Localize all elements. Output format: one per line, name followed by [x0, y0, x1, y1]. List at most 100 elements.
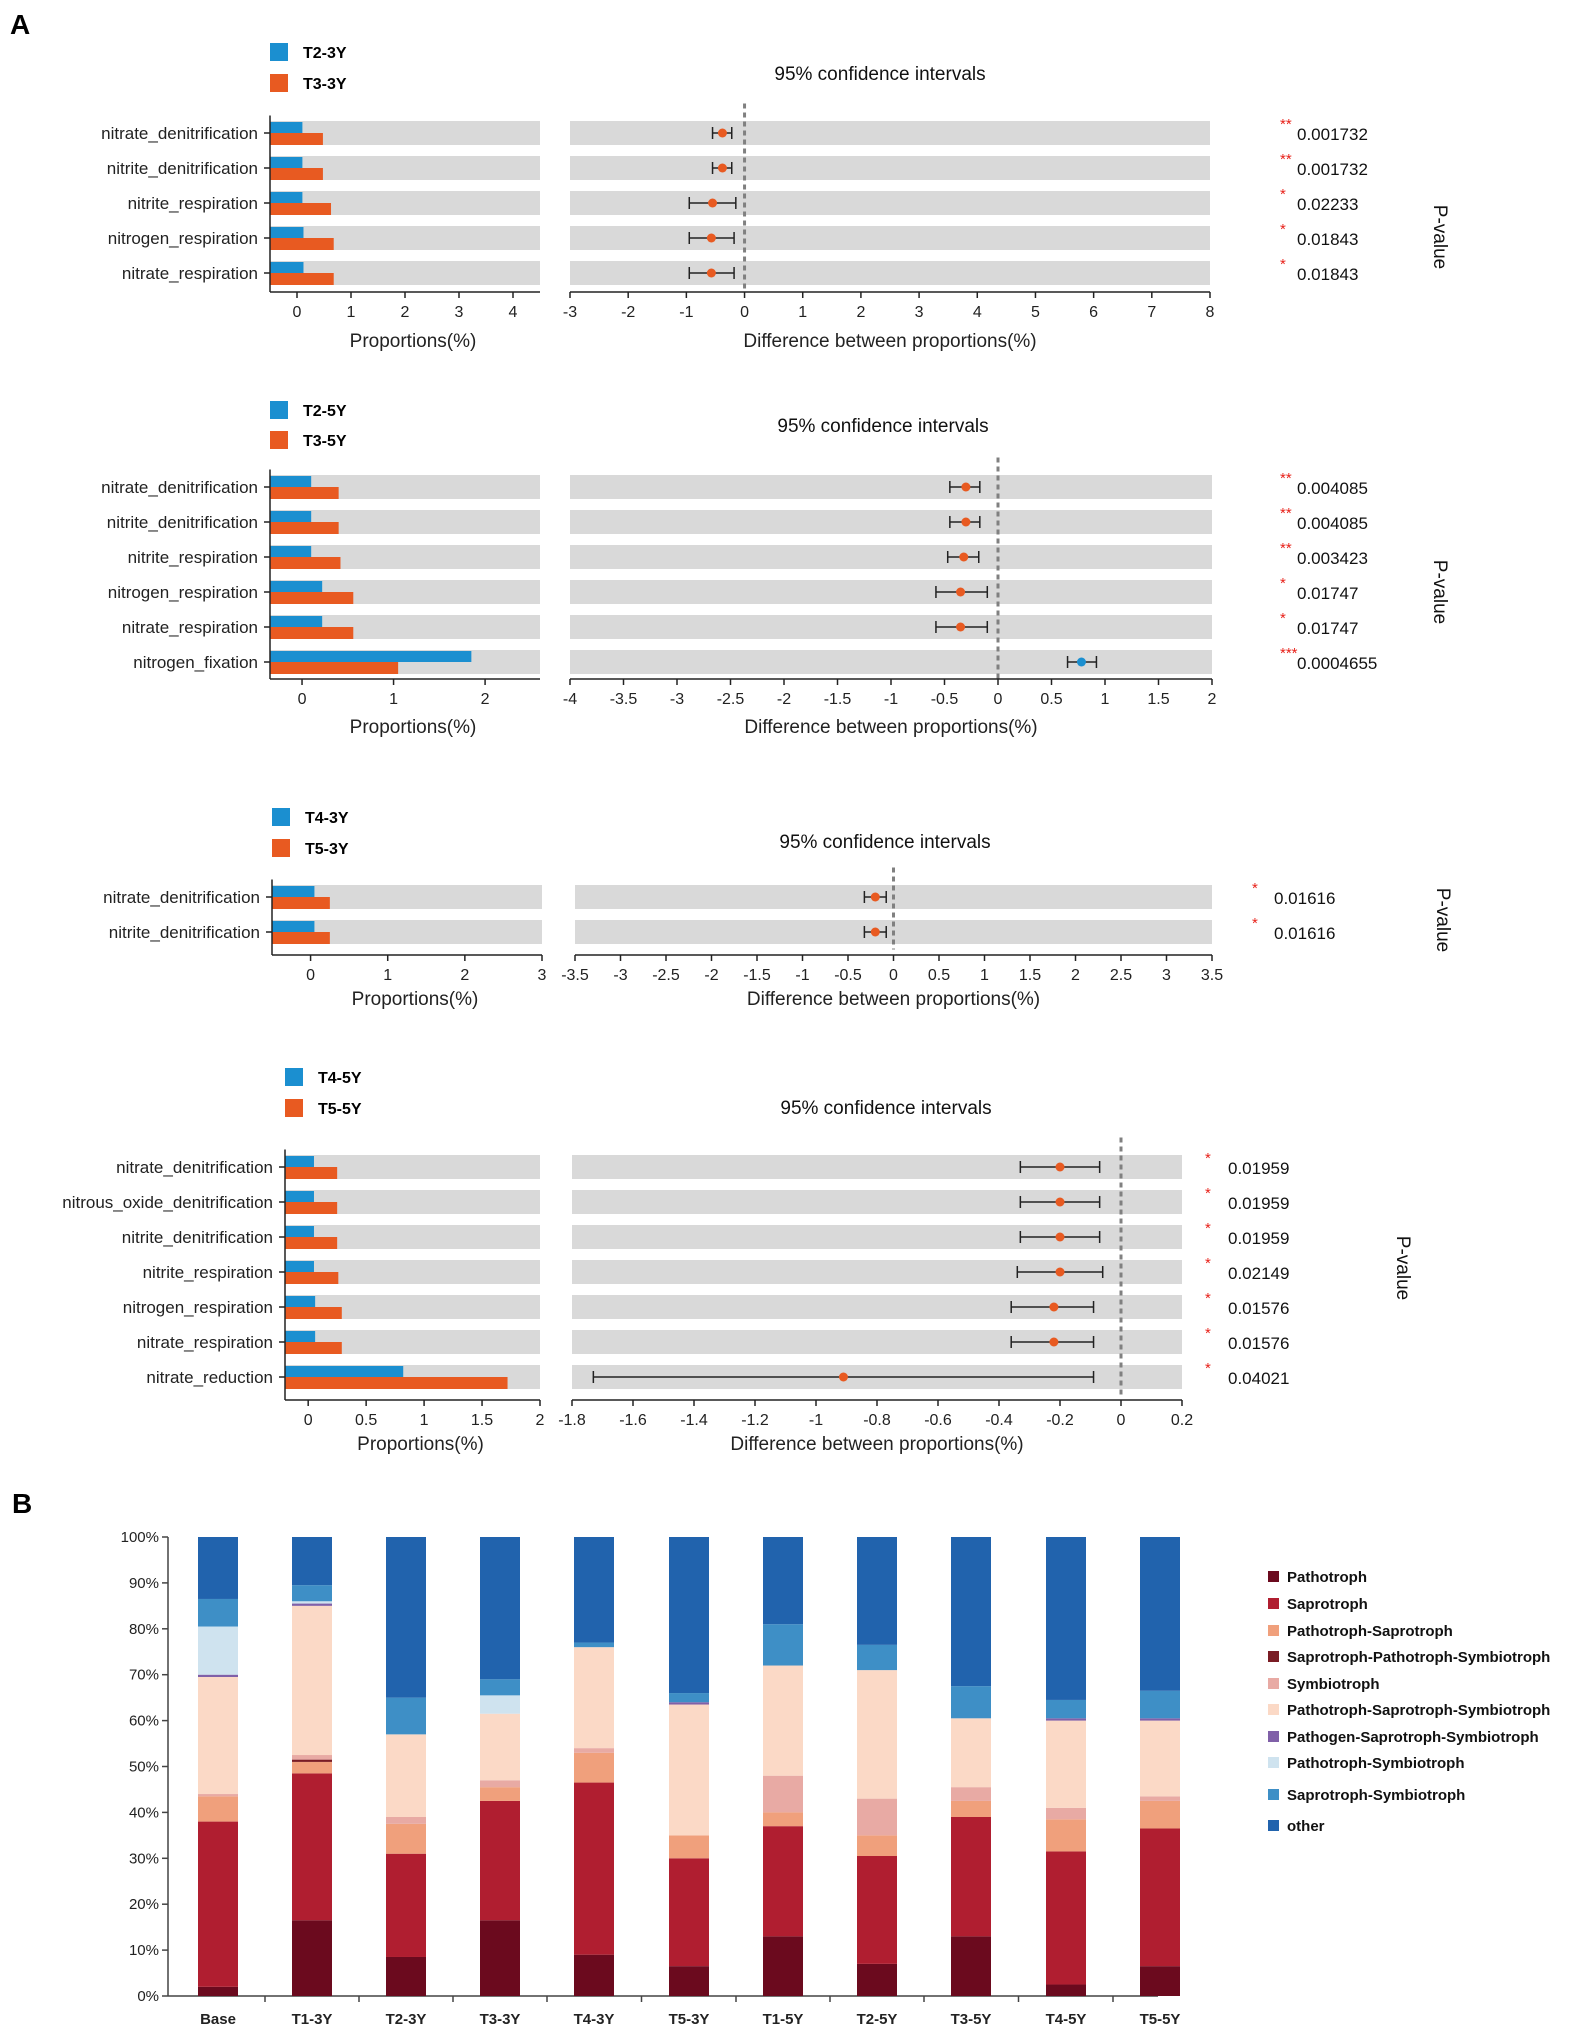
right-x-tick-label: -1.6 [619, 1412, 647, 1429]
stack-segment-pathotroph-saprotroph [198, 1796, 238, 1822]
stack-segment-pathotroph-saprotroph-symbiotroph [857, 1670, 897, 1799]
left-x-tick-label: 1 [420, 1412, 429, 1429]
difference-point [1055, 1232, 1065, 1242]
stack-segment-pathotroph-saprotroph [480, 1787, 520, 1801]
stack-legend-swatch [1268, 1678, 1279, 1689]
bar-group1 [285, 1226, 314, 1237]
stack-segment-pathotroph-saprotroph-symbiotroph [669, 1704, 709, 1836]
stack-y-tick-label: 100% [121, 1529, 159, 1546]
bar-group1 [285, 1331, 316, 1342]
stack-segment-pathotroph-saprotroph-symbiotroph [1046, 1720, 1086, 1808]
stack-segment-saprotroph-symbiotroph [1046, 1699, 1086, 1719]
significance-stars: * [1205, 1255, 1211, 1272]
stack-segment-pathotroph-saprotroph-symbiotroph [574, 1647, 614, 1749]
stack-segment-saprotroph-symbiotroph [480, 1679, 520, 1696]
stack-segment-pathotroph-saprotroph-symbiotroph [386, 1734, 426, 1817]
p-value: 0.004085 [1297, 479, 1368, 498]
stack-segment-pathotroph-saprotroph [386, 1823, 426, 1854]
difference-point [956, 587, 966, 597]
left-x-tick-label: 1 [383, 967, 392, 984]
stack-segment-pathotroph-saprotroph-symbiotroph [1140, 1720, 1180, 1797]
category-label: nitrogen_fixation [133, 653, 258, 672]
bar-group2 [285, 1237, 338, 1249]
stack-segment-symbiotroph [951, 1787, 991, 1801]
right-x-tick-label: -1.4 [680, 1412, 708, 1429]
right-x-tick-label: 0.2 [1171, 1412, 1193, 1429]
bar-group2 [270, 238, 334, 250]
significance-stars: * [1205, 1290, 1211, 1307]
significance-stars: ** [1280, 540, 1292, 557]
stack-segment-pathotroph [1140, 1966, 1180, 1996]
p-value: 0.003423 [1297, 549, 1368, 568]
bar-group1 [285, 1261, 314, 1272]
right-x-tick-label: 1 [980, 967, 989, 984]
stack-segment-other [857, 1537, 897, 1645]
legend-label: T5-5Y [318, 1101, 362, 1118]
p-value-axis-title: P-value [1392, 1236, 1413, 1300]
category-label: nitrate_denitrification [103, 888, 260, 907]
bar-group2 [270, 592, 354, 604]
difference-point [717, 128, 727, 138]
bar-group2 [270, 557, 341, 569]
right-x-tick-label: 0 [994, 691, 1003, 708]
stack-segment-pathotroph-saprotroph-symbiotroph [198, 1676, 238, 1795]
stack-legend-label: Pathotroph-Saprotroph [1287, 1623, 1453, 1640]
left-x-tick-label: 3 [455, 304, 464, 321]
left-x-axis-title: Proportions(%) [350, 331, 477, 352]
bar-group1 [270, 581, 323, 592]
legend-swatch-orange [270, 74, 288, 92]
bar-group2 [270, 273, 334, 285]
right-x-tick-label: -0.5 [834, 967, 862, 984]
stack-segment-saprotroph [1140, 1828, 1180, 1967]
stack-segment-saprotroph-symbiotroph [574, 1642, 614, 1648]
left-x-axis-title: Proportions(%) [357, 1434, 484, 1455]
category-label: nitrate_denitrification [101, 478, 258, 497]
stack-legend-swatch [1268, 1651, 1279, 1662]
stack-segment-saprotroph-symbiotroph [1140, 1690, 1180, 1719]
difference-point [1055, 1162, 1065, 1172]
stack-legend-swatch [1268, 1704, 1279, 1715]
left-x-tick-label: 2 [460, 967, 469, 984]
category-label: nitrite_denitrification [107, 159, 258, 178]
right-x-tick-label: 3 [1162, 967, 1171, 984]
legend-swatch-blue [270, 401, 288, 419]
stack-segment-pathogen-saprotroph-symbiotroph [292, 1603, 332, 1606]
right-x-tick-label: -3 [563, 304, 577, 321]
row-bg-right [570, 261, 1210, 285]
left-x-tick-label: 0 [293, 304, 302, 321]
left-x-tick-label: 1.5 [471, 1412, 493, 1429]
right-x-tick-label: 3.5 [1201, 967, 1223, 984]
stack-legend-label: Pathogen-Saprotroph-Symbiotroph [1287, 1729, 1539, 1746]
significance-stars: * [1205, 1360, 1211, 1377]
right-x-tick-label: 0 [1117, 1412, 1126, 1429]
right-x-tick-label: 6 [1089, 304, 1098, 321]
left-x-tick-label: 0 [304, 1412, 313, 1429]
p-value: 0.01576 [1228, 1299, 1289, 1318]
row-bg-right [570, 580, 1212, 604]
left-x-axis-title: Proportions(%) [352, 989, 479, 1010]
legend-swatch-orange [285, 1099, 303, 1117]
category-label: nitrite_respiration [143, 1263, 273, 1282]
significance-stars: * [1205, 1220, 1211, 1237]
stack-segment-symbiotroph [480, 1780, 520, 1788]
row-bg-right [570, 191, 1210, 215]
stack-segment-saprotroph [763, 1826, 803, 1937]
significance-stars: *** [1280, 645, 1298, 662]
legend-label: T2-5Y [303, 403, 347, 420]
stack-segment-other [951, 1537, 991, 1687]
ci-title: 95% confidence intervals [777, 416, 988, 437]
significance-stars: ** [1280, 116, 1292, 133]
significance-stars: ** [1280, 151, 1292, 168]
p-value: 0.01747 [1297, 584, 1358, 603]
significance-stars: ** [1280, 505, 1292, 522]
difference-point [706, 233, 716, 243]
legend-swatch-blue [285, 1068, 303, 1086]
p-value: 0.01616 [1274, 924, 1335, 943]
stack-segment-pathotroph-saprotroph [763, 1812, 803, 1827]
left-x-tick-label: 4 [509, 304, 518, 321]
row-bg-right [570, 615, 1212, 639]
difference-point [1049, 1337, 1059, 1347]
significance-stars: * [1205, 1325, 1211, 1342]
stack-y-tick-label: 50% [129, 1759, 159, 1776]
difference-point [961, 482, 971, 492]
